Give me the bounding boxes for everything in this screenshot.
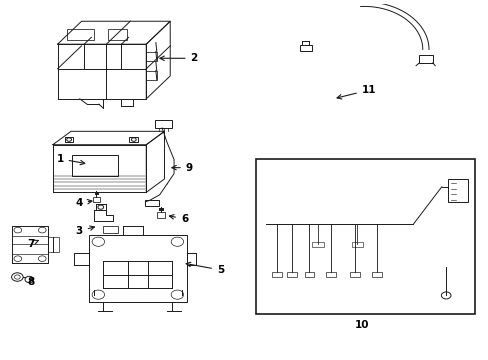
Text: 1: 1 (56, 154, 84, 165)
Text: 3: 3 (75, 226, 94, 236)
Bar (271, 272, 281, 278)
Bar (312, 242, 323, 247)
Bar (48, 237, 59, 252)
Bar (64, 137, 73, 142)
Text: 7: 7 (27, 239, 38, 248)
Bar (129, 137, 138, 142)
Text: 10: 10 (354, 320, 368, 330)
Bar (371, 272, 381, 278)
Bar (286, 272, 296, 278)
Bar (146, 52, 157, 60)
Bar (145, 200, 159, 206)
Bar (67, 29, 93, 40)
Bar (155, 120, 171, 128)
Bar (146, 71, 157, 80)
Bar (157, 212, 164, 218)
Text: 6: 6 (169, 214, 188, 224)
Bar (326, 272, 335, 278)
Text: 9: 9 (171, 163, 193, 173)
Bar (299, 45, 311, 51)
Bar (72, 155, 117, 176)
Text: 11: 11 (336, 85, 376, 99)
Bar (103, 226, 118, 233)
Bar (350, 272, 359, 278)
Text: 5: 5 (186, 262, 224, 275)
Bar (256, 159, 473, 314)
Bar (419, 55, 432, 63)
Text: 2: 2 (160, 53, 198, 63)
Bar (447, 179, 467, 202)
Bar (108, 29, 127, 40)
Bar (351, 242, 363, 247)
Text: 4: 4 (75, 198, 92, 208)
Bar (92, 197, 100, 202)
Text: 8: 8 (27, 277, 35, 287)
Bar (304, 272, 314, 278)
